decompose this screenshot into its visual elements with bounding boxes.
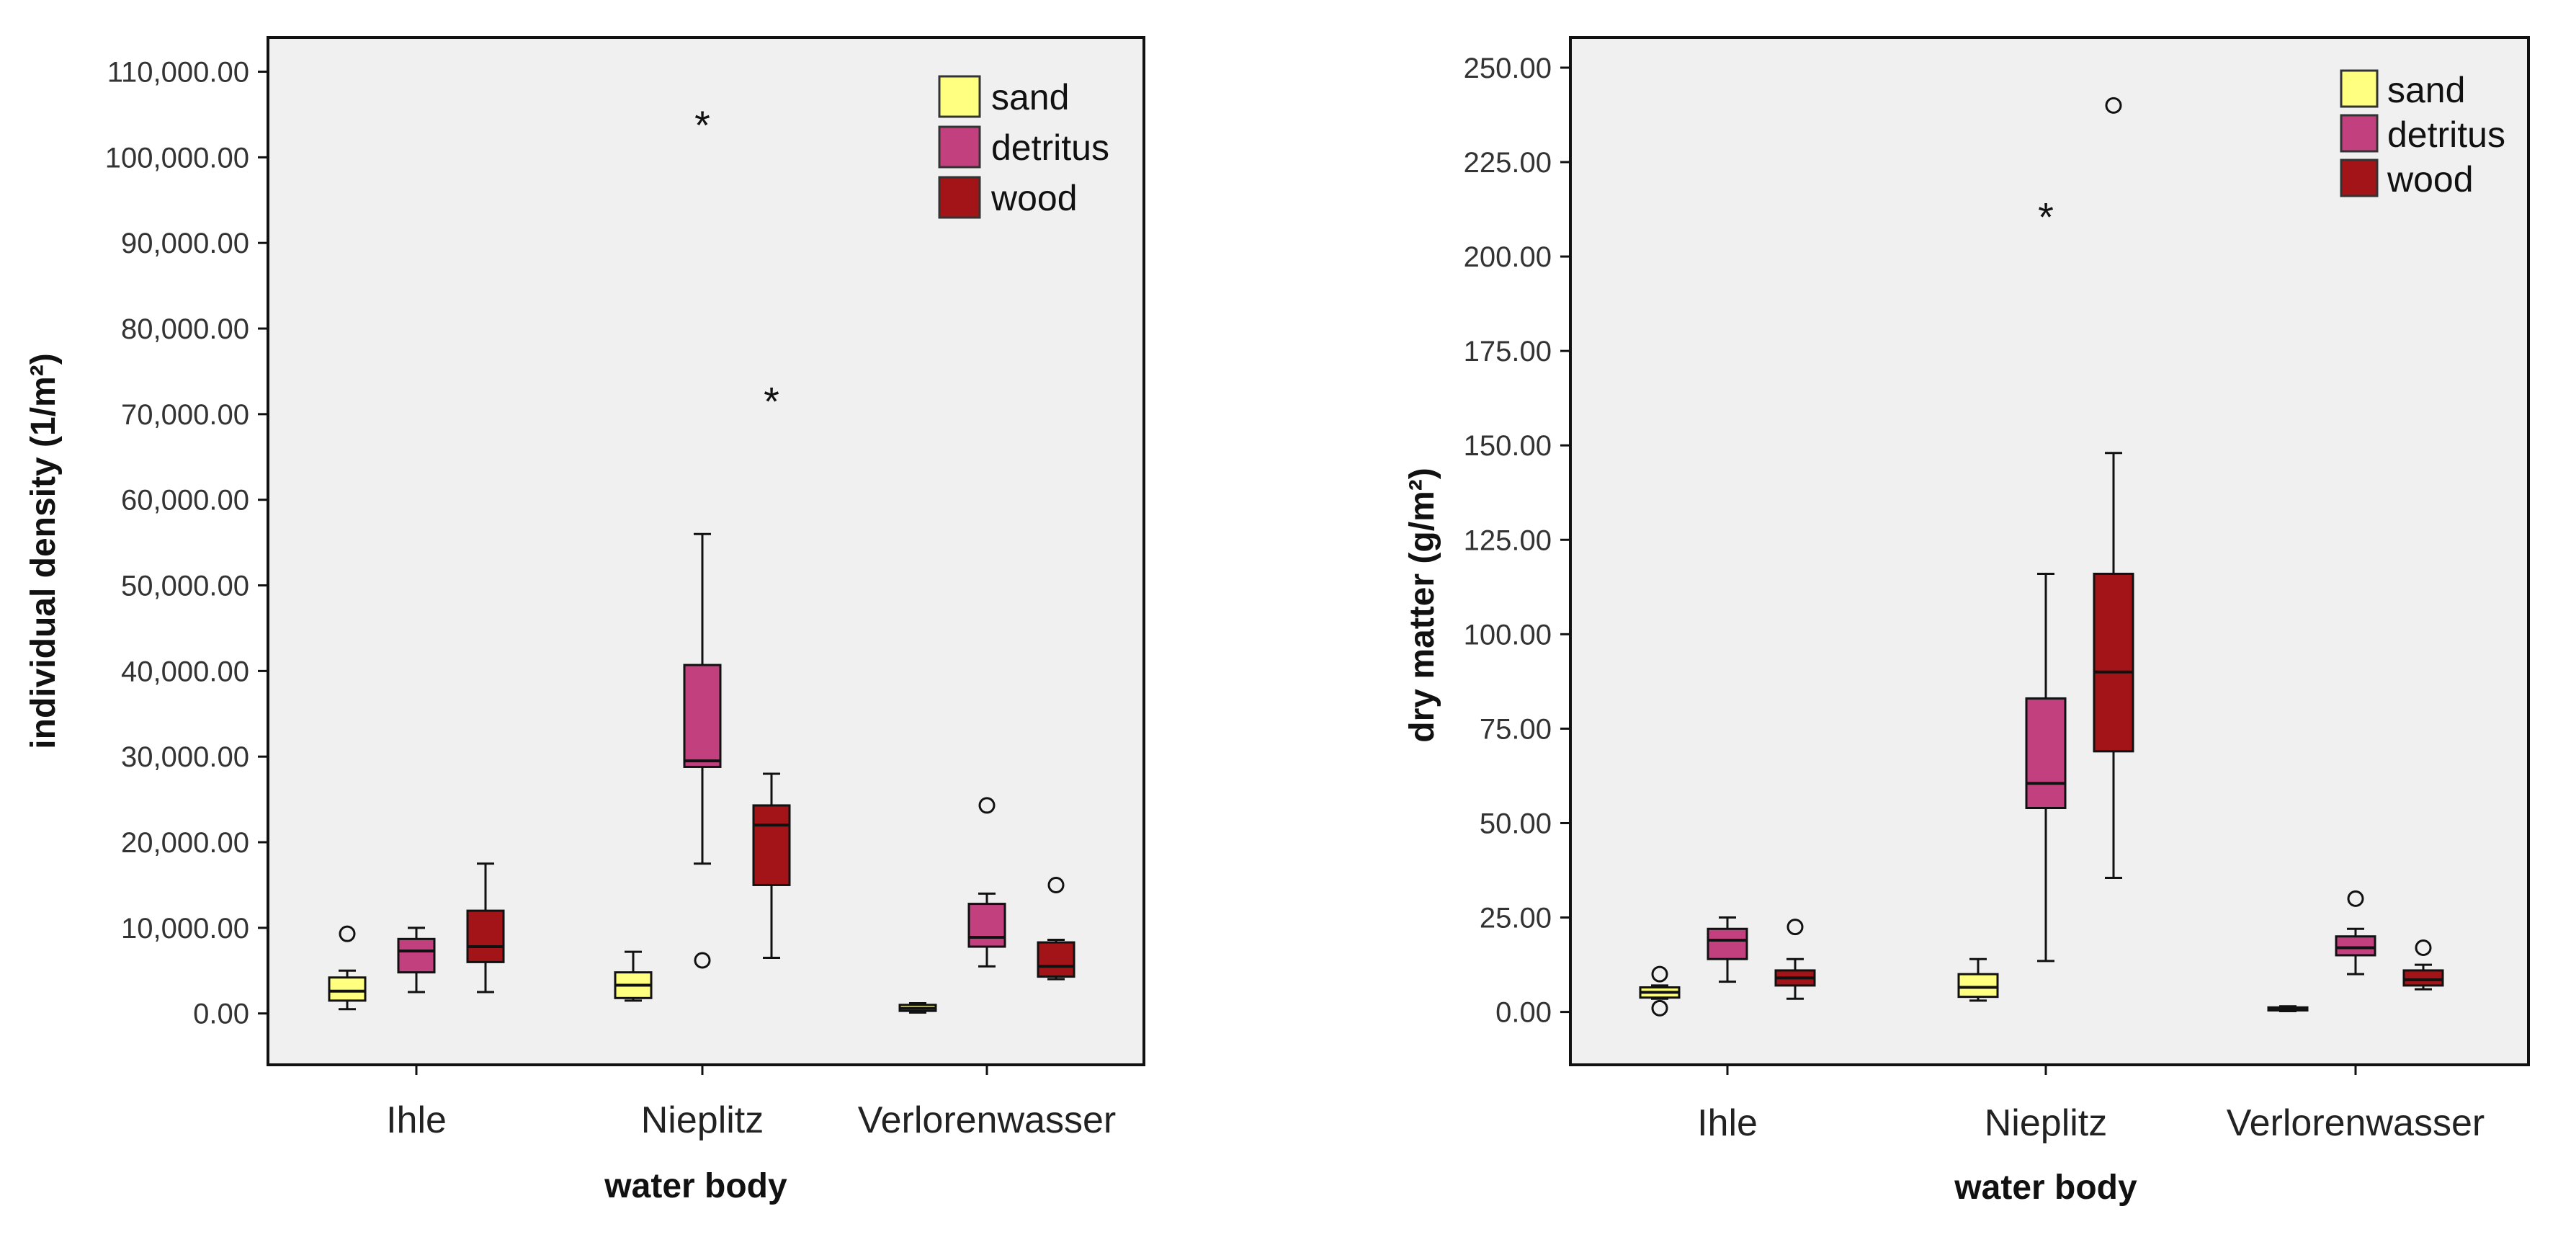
density-wood-nieplitz-box [752, 804, 791, 886]
dry-matter-sand-nieplitz-box [1957, 973, 1999, 999]
dry-matter-x-tick-label: Verlorenwasser [2227, 1102, 2485, 1144]
density-y-tick-label: 110,000.00 [107, 57, 249, 89]
density-detritus-verlorenwasser-box [967, 903, 1006, 948]
density-y-tick-label: 80,000.00 [121, 313, 249, 345]
dry-matter-legend-swatch-detritus [2340, 114, 2379, 153]
dry-matter-x-axis-title: water body [1954, 1169, 2137, 1207]
dry-matter-y-tick-label: 225.00 [1464, 147, 1552, 179]
density-boxes: ** [328, 102, 1075, 1014]
density-legend-swatch-wood [938, 176, 981, 219]
density-chart: 0.00 10,000.00 20,000.00 30,000.00 40,000.00… [24, 36, 1145, 1205]
dry-matter-detritus-verlorenwasser-box [2335, 935, 2376, 957]
dry-matter-wood-verlorenwasser-outlier [2415, 939, 2432, 956]
density-wood-verlorenwasser-outlier [1047, 876, 1065, 893]
density-y-tick-label: 60,000.00 [121, 485, 249, 517]
density-y-tick-label: 30,000.00 [121, 741, 249, 773]
dry-matter-y-tick-label: 125.00 [1464, 524, 1552, 556]
dry-matter-y-tick-label: 200.00 [1464, 241, 1552, 273]
density-y-tick-label: 20,000.00 [121, 827, 249, 859]
dry-matter-detritus-nieplitz-box [2025, 697, 2067, 810]
density-y-tick-label: 90,000.00 [121, 228, 249, 259]
density-sand-ihle-outlier [339, 925, 356, 942]
dry-matter-detritus-nieplitz-extreme-outlier: * [2038, 194, 2054, 239]
density-legend-swatch-sand [938, 75, 981, 118]
dry-matter-legend-swatch-sand [2340, 69, 2379, 108]
density-wood-nieplitz-extreme-outlier: * [764, 379, 779, 424]
density-detritus-nieplitz-box [683, 664, 722, 768]
density-legend: sand detritus wood [938, 75, 1109, 219]
dry-matter-legend-label-wood: wood [2387, 159, 2474, 200]
dry-matter-y-tick-label: 100.00 [1464, 619, 1552, 651]
dry-matter-y-tick-label: 175.00 [1464, 336, 1552, 367]
density-legend-label-detritus: detritus [991, 128, 1109, 168]
dry-matter-legend-label-sand: sand [2387, 70, 2465, 110]
density-legend-swatch-detritus [938, 125, 981, 169]
dry-matter-boxes: * [1639, 97, 2444, 1017]
density-plot-area [267, 36, 1145, 1066]
density-x-axis-title: water body [604, 1167, 787, 1205]
dry-matter-y-tick-label: 0.00 [1495, 997, 1552, 1029]
density-detritus-verlorenwasser-outlier [978, 797, 996, 814]
dry-matter-legend: sand detritus wood [2340, 69, 2505, 200]
density-detritus-nieplitz-outlier [694, 952, 711, 969]
dry-matter-y-tick-label: 150.00 [1464, 430, 1552, 462]
density-wood-ihle-box [466, 909, 505, 963]
dry-matter-sand-ihle-outlier [1651, 999, 1668, 1017]
dry-matter-y-tick-label: 25.00 [1480, 903, 1552, 934]
dry-matter-detritus-ihle-box [1707, 927, 1748, 960]
density-x-tick-label: Verlorenwasser [858, 1099, 1116, 1141]
dry-matter-wood-verlorenwasser-box [2402, 969, 2444, 987]
dry-matter-chart: 0.00 25.00 50.00 75.00 100.00 125.00 150.00 175… [1403, 36, 2530, 1207]
density-category-labels: Ihle Nieplitz Verlorenwasser [386, 1065, 1116, 1141]
density-sand-ihle-box [328, 976, 367, 1002]
density-detritus-nieplitz-extreme-outlier: * [694, 102, 710, 148]
density-y-tick-label: 40,000.00 [121, 656, 249, 687]
density-wood-verlorenwasser-box [1037, 941, 1075, 978]
dry-matter-wood-ihle-outlier [1786, 919, 1804, 936]
dry-matter-y-tick-label: 75.00 [1480, 713, 1552, 745]
dry-matter-wood-nieplitz-outlier [2105, 97, 2122, 114]
density-y-tick-label: 100,000.00 [105, 142, 249, 174]
dry-matter-legend-label-detritus: detritus [2387, 115, 2505, 155]
dry-matter-category-labels: Ihle Nieplitz Verlorenwasser [1697, 1065, 2485, 1144]
density-y-tick-label: 10,000.00 [121, 913, 249, 945]
dry-matter-plot-area [1569, 36, 2530, 1066]
density-y-tick-label: 70,000.00 [121, 399, 249, 431]
density-detritus-ihle-box [397, 937, 436, 974]
dry-matter-y-tick-label: 250.00 [1464, 53, 1552, 84]
dry-matter-x-tick-label: Ihle [1697, 1102, 1758, 1144]
dry-matter-y-ticks: 0.00 25.00 50.00 75.00 100.00 125.00 150.00 175… [1464, 53, 1570, 1029]
density-legend-label-wood: wood [990, 178, 1078, 218]
dry-matter-wood-nieplitz-box [2093, 572, 2134, 753]
density-x-tick-label: Nieplitz [641, 1099, 764, 1141]
density-x-tick-label: Ihle [386, 1099, 447, 1141]
density-legend-label-sand: sand [991, 77, 1069, 117]
dry-matter-y-axis-title: dry matter (g/m²) [1403, 468, 1441, 742]
density-y-ticks: 0.00 10,000.00 20,000.00 30,000.00 40,000.00… [105, 57, 268, 1030]
dry-matter-y-tick-label: 50.00 [1480, 808, 1552, 839]
density-y-tick-label: 0.00 [193, 999, 249, 1030]
density-y-tick-label: 50,000.00 [121, 571, 249, 602]
dry-matter-sand-ihle-outlier [1651, 965, 1668, 983]
dry-matter-detritus-verlorenwasser-outlier [2347, 890, 2364, 907]
density-y-axis-title: individual density (1/m²) [24, 353, 63, 749]
dry-matter-x-tick-label: Nieplitz [1985, 1102, 2108, 1144]
dry-matter-legend-swatch-wood [2340, 158, 2379, 197]
